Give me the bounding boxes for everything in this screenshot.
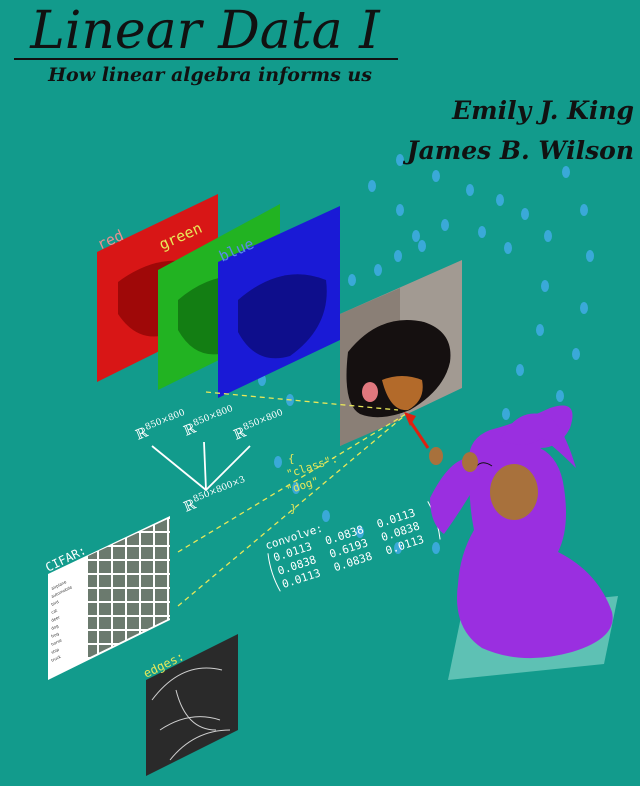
class-annotation: { "class": "dog" } bbox=[285, 452, 339, 515]
svg-text:truck: truck bbox=[50, 654, 62, 663]
svg-text:dog: dog bbox=[50, 623, 59, 631]
dog-photo bbox=[340, 260, 462, 446]
svg-text:cat: cat bbox=[50, 607, 58, 614]
title-underline bbox=[14, 58, 398, 60]
arrow-icon bbox=[151, 441, 251, 491]
book-title: Linear Data I bbox=[30, 1, 380, 61]
dot-arcs bbox=[258, 154, 594, 554]
blue-channel-slice: blue bbox=[216, 206, 340, 398]
space-label-blue: ℝ850×800 bbox=[231, 408, 287, 444]
svg-text:ship: ship bbox=[50, 647, 60, 655]
edges-slice: edges: bbox=[141, 634, 238, 776]
author-1: Emily J. King bbox=[452, 96, 634, 125]
vector-space-diagram: ℝ850×800 ℝ850×800 ℝ850×800 ℝ850×800×3 bbox=[134, 404, 287, 516]
svg-text:bird: bird bbox=[50, 599, 60, 607]
book-subtitle: How linear algebra informs us bbox=[48, 64, 372, 86]
svg-text:airplane: airplane bbox=[50, 579, 67, 591]
convolve-matrix: convolve: 0.0113 0.0838 0.0113 0.0838 0.… bbox=[264, 501, 441, 592]
svg-text:deer: deer bbox=[50, 614, 61, 623]
cifar-dataset: CIFAR: airplane automobile bird cat deer… bbox=[43, 516, 170, 680]
space-label-green: ℝ850×800 bbox=[181, 404, 237, 440]
svg-text:horse: horse bbox=[50, 637, 63, 647]
json-open: { bbox=[288, 452, 295, 465]
json-close: } bbox=[290, 502, 297, 515]
dashed-connectors bbox=[177, 391, 407, 607]
svg-text:frog: frog bbox=[50, 631, 60, 639]
author-2: James B. Wilson bbox=[406, 136, 634, 165]
wizard-figure bbox=[404, 405, 613, 659]
